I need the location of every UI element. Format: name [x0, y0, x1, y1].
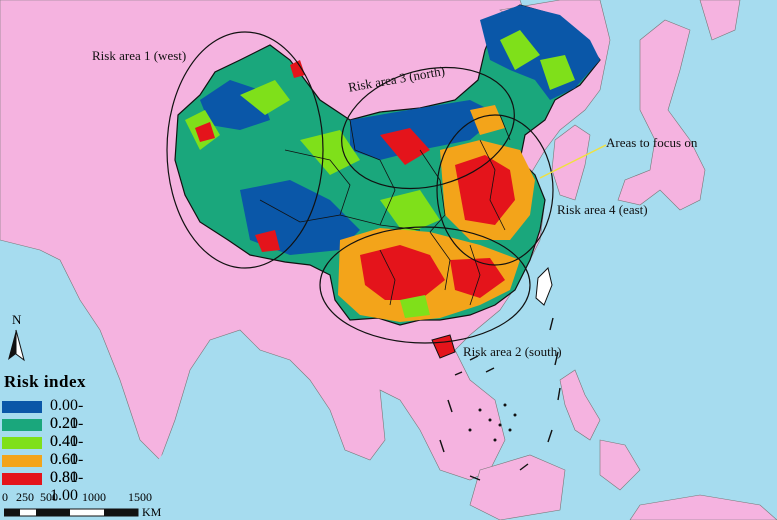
- north-arrow: N: [4, 312, 28, 368]
- legend-swatch: [2, 401, 42, 413]
- risk-area-4-ellipse: [436, 114, 554, 266]
- scale-bar-graphic: [4, 508, 139, 517]
- north-label: N: [12, 312, 22, 327]
- risk-area-4-label: Risk area 4 (east): [557, 202, 648, 217]
- legend-label: 0.81-1.00: [50, 469, 84, 504]
- legend-label: 0.21-0.40: [50, 415, 84, 450]
- focus-label: Areas to focus on: [606, 135, 698, 150]
- scale-unit: KM: [142, 505, 162, 519]
- risk-area-1-label: Risk area 1 (west): [92, 48, 187, 63]
- legend-label: 0.41-0.60: [50, 433, 84, 468]
- island-dashes: [439, 317, 561, 481]
- risk-area-2-ellipse: [319, 226, 531, 344]
- legend-swatch: [2, 419, 42, 431]
- focus-pointer-line: [539, 144, 607, 179]
- north-arrow-icon: [8, 329, 25, 362]
- legend-swatch: [2, 455, 42, 467]
- island-dots: [468, 403, 517, 442]
- scale-bar: 0 250 500 1000 1500 KM: [0, 490, 180, 520]
- legend-label: 0.00-0.20: [50, 397, 84, 432]
- scale-tick-label: 250: [16, 490, 34, 504]
- china-risk-surface: [174, 4, 601, 359]
- legend-title: Risk index: [4, 372, 86, 391]
- risk-area-2-label: Risk area 2 (south): [463, 344, 562, 359]
- risk-area-3-ellipse: [341, 66, 515, 190]
- scale-tick-label: 0: [2, 490, 8, 504]
- legend-label: 0.61-0.80: [50, 451, 84, 486]
- scale-tick-label: 1000: [82, 490, 106, 504]
- scale-tick-label: 1500: [128, 490, 152, 504]
- risk-area-1-ellipse: [166, 31, 324, 269]
- scale-tick-label: 500: [40, 490, 58, 504]
- legend-swatch: [2, 473, 42, 485]
- legend-swatch: [2, 437, 42, 449]
